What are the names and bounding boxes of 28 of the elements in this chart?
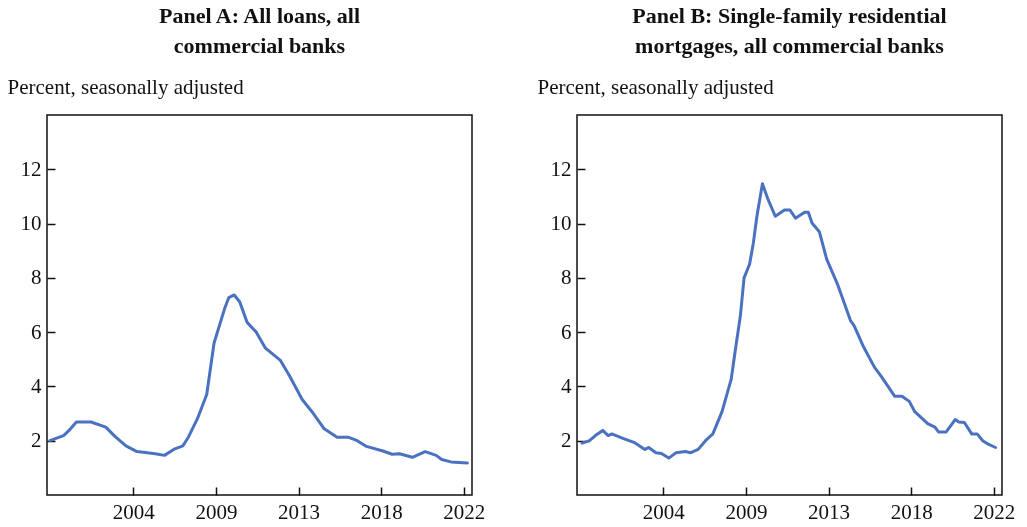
y-axis-title: Percent, seasonally adjusted [7,74,245,99]
y-tick-label: 6 [31,319,42,344]
x-tick-label: 2018 [360,499,403,524]
x-tick-label: 2022 [973,499,1016,524]
x-tick-label: 2022 [443,499,486,524]
y-tick-label: 8 [31,265,42,290]
y-tick-label: 4 [31,373,42,398]
line-series [48,293,469,465]
chart-title: Panel A: All loans, all commercial banks [158,3,361,58]
y-tick-label: 8 [561,265,572,290]
y-axis-title: Percent, seasonally adjusted [537,74,775,99]
y-tick-label: 2 [31,428,42,453]
x-tick-label: 2009 [725,499,768,524]
x-tick-label: 2013 [808,499,851,524]
chart-title: Panel B: Single-family residential mortgages, all commercial banks [632,3,947,58]
x-tick-label: 2018 [890,499,933,524]
x-tick-label: 2009 [195,499,238,524]
y-tick-label: 12 [20,156,42,181]
x-tick-label: 2004 [642,499,686,524]
y-tick-label: 2 [561,428,572,453]
x-tick-label: 2013 [278,499,321,524]
line-series [580,182,998,460]
x-tick-label: 2004 [112,499,156,524]
y-tick-label: 12 [550,156,572,181]
y-tick-label: 6 [561,319,572,344]
y-tick-label: 10 [20,211,42,236]
y-tick-label: 10 [550,211,572,236]
y-tick-label: 4 [561,373,572,398]
